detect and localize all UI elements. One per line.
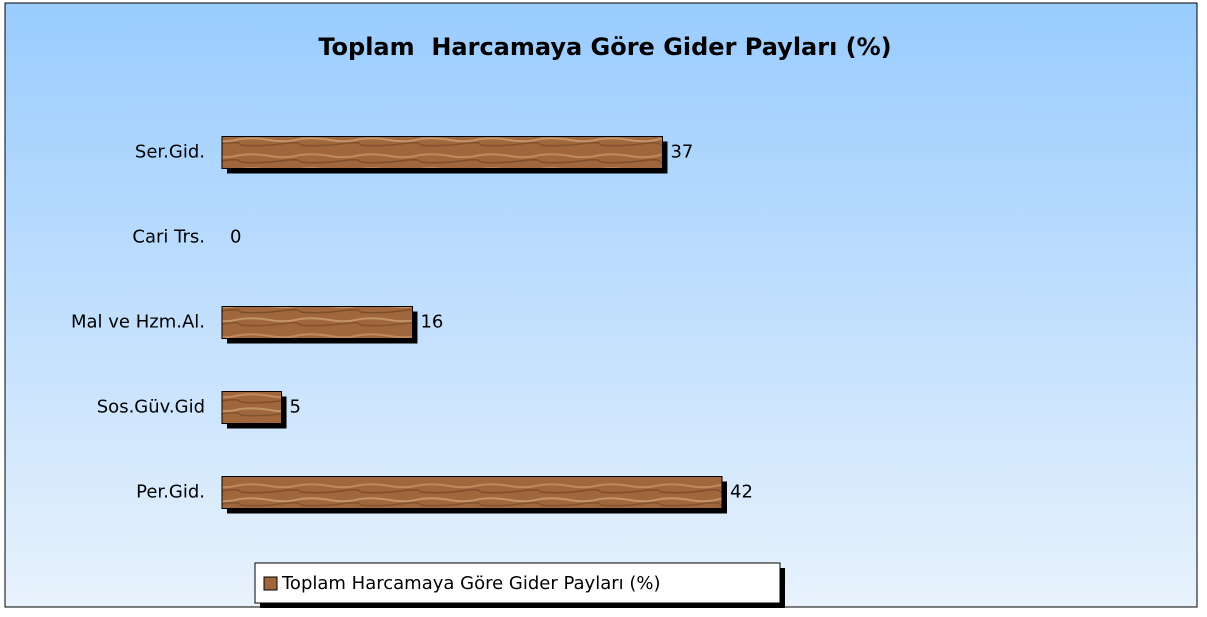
y-tick-label: Ser.Gid.: [135, 142, 205, 163]
chart-area: [4, 2, 1198, 608]
bar: [221, 306, 413, 339]
legend-label: Toplam Harcamaya Göre Gider Payları (%): [281, 573, 661, 594]
data-label: 0: [230, 227, 241, 248]
chart-title: Toplam Harcamaya Göre Gider Payları (%): [318, 33, 891, 61]
data-label: 42: [730, 482, 753, 503]
data-label: 37: [670, 142, 693, 163]
y-tick-label: Cari Trs.: [132, 227, 205, 248]
data-label: 16: [420, 312, 443, 333]
bar: [221, 476, 723, 509]
legend-marker: [263, 576, 278, 591]
legend: [254, 562, 781, 604]
bar: [221, 136, 663, 169]
data-label: 5: [290, 397, 301, 418]
y-tick-label: Per.Gid.: [136, 482, 205, 503]
bar: [221, 391, 283, 424]
y-tick-label: Sos.Güv.Gid: [97, 397, 205, 418]
y-tick-label: Mal ve Hzm.Al.: [71, 312, 205, 333]
